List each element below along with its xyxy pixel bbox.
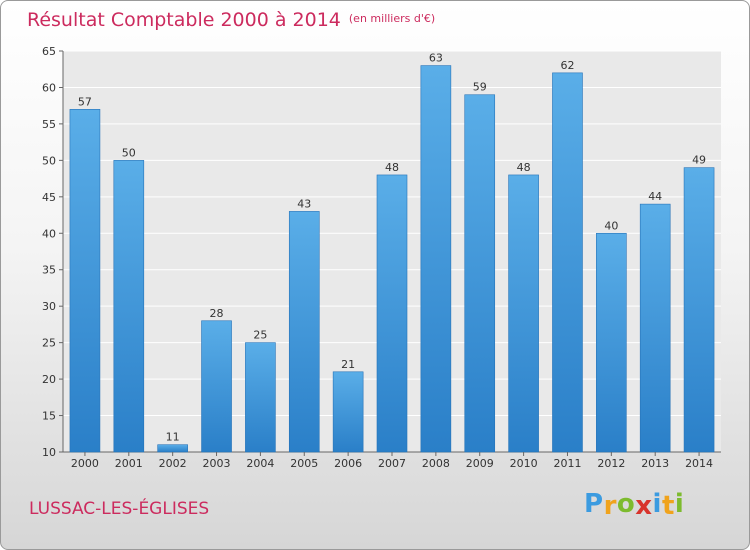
x-tick-label: 2008 — [422, 457, 450, 470]
bar-value-label: 44 — [648, 190, 662, 203]
x-tick-label: 2014 — [685, 457, 713, 470]
logo-letter: r — [603, 491, 617, 521]
bar-value-label: 50 — [122, 146, 136, 159]
logo-letter: t — [661, 491, 675, 521]
bar-value-label: 48 — [385, 161, 399, 174]
y-tick-label: 55 — [42, 118, 56, 131]
y-tick-label: 20 — [42, 373, 56, 386]
bar — [245, 342, 276, 453]
commune-name: LUSSAC-LES-ÉGLISES — [29, 499, 210, 519]
bar — [288, 211, 320, 453]
bar-value-label: 49 — [692, 154, 706, 167]
bar-value-label: 48 — [517, 161, 531, 174]
bar-value-label: 59 — [473, 81, 487, 94]
bar-value-label: 62 — [560, 59, 574, 72]
bar — [508, 174, 539, 453]
y-tick-label: 35 — [42, 264, 56, 277]
title-text: Résultat Comptable 2000 à 2014 — [27, 9, 341, 31]
x-tick-label: 2011 — [553, 457, 581, 470]
logo-letter: x — [635, 491, 653, 521]
bar — [376, 174, 408, 453]
x-tick-label: 2002 — [159, 457, 187, 470]
x-tick-label: 2012 — [597, 457, 625, 470]
x-tick-label: 2001 — [115, 457, 143, 470]
x-tick-label: 2013 — [641, 457, 669, 470]
x-tick-label: 2010 — [510, 457, 538, 470]
logo-letter: i — [652, 489, 662, 519]
bar — [201, 320, 232, 453]
bar — [332, 371, 364, 453]
bar-value-label: 63 — [429, 52, 443, 65]
proxiti-logo: Proxiti — [584, 489, 685, 521]
logo-letter: P — [584, 489, 604, 519]
bar — [552, 72, 583, 453]
bar-value-label: 11 — [166, 431, 180, 444]
x-tick-label: 2004 — [246, 457, 274, 470]
y-tick-label: 30 — [42, 300, 56, 313]
y-tick-label: 50 — [42, 154, 56, 167]
bar — [639, 203, 671, 453]
chart-title: Résultat Comptable 2000 à 2014 (en millie… — [27, 9, 435, 31]
logo-letter: o — [616, 489, 636, 519]
bar — [113, 160, 145, 453]
x-tick-label: 2009 — [466, 457, 494, 470]
bar-value-label: 57 — [78, 95, 92, 108]
y-tick-label: 65 — [42, 45, 56, 58]
bar-value-label: 25 — [253, 329, 267, 342]
bar — [683, 167, 715, 453]
x-tick-label: 2005 — [290, 457, 318, 470]
bar — [69, 109, 101, 453]
y-tick-label: 60 — [42, 81, 56, 94]
y-tick-label: 10 — [42, 446, 56, 459]
bar-value-label: 28 — [210, 307, 224, 320]
bar — [420, 65, 452, 453]
y-tick-label: 45 — [42, 191, 56, 204]
y-tick-label: 40 — [42, 227, 56, 240]
bar-value-label: 40 — [604, 219, 618, 232]
bar — [596, 232, 627, 453]
bar-value-label: 43 — [297, 197, 311, 210]
x-tick-label: 2007 — [378, 457, 406, 470]
y-tick-label: 25 — [42, 337, 56, 350]
x-tick-label: 2006 — [334, 457, 362, 470]
unit-label: (en milliers d'€) — [348, 12, 436, 25]
y-tick-label: 15 — [42, 410, 56, 423]
bar — [157, 444, 188, 453]
logo-letter: i — [674, 489, 685, 519]
x-tick-label: 2000 — [71, 457, 99, 470]
bar — [464, 94, 496, 453]
x-tick-label: 2003 — [203, 457, 231, 470]
bar-value-label: 21 — [341, 358, 355, 371]
